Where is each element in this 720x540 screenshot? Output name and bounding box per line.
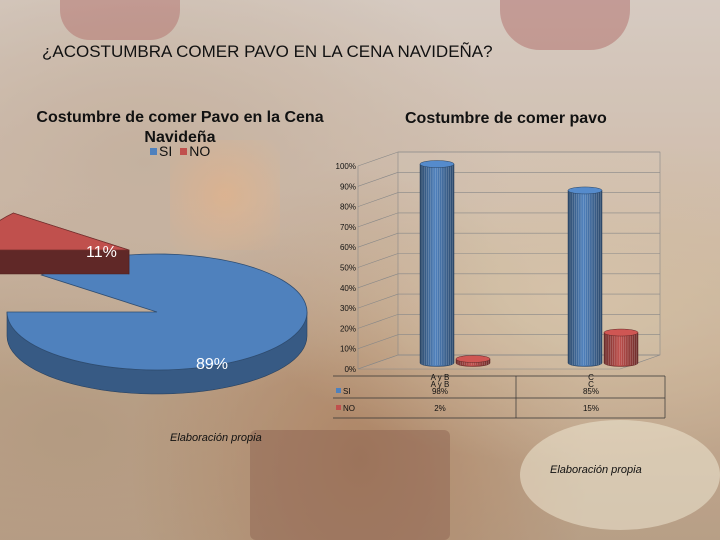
pie-slice-si <box>6 253 308 371</box>
bar-si-c-top <box>567 186 603 195</box>
table-value: 85% <box>583 387 599 396</box>
bar-ytick-label: 50% <box>340 264 356 273</box>
pie-label-si: 89% <box>196 356 229 373</box>
pie-legend-label-no: NO <box>189 143 211 159</box>
bar-si-ayb <box>419 163 455 367</box>
legend-swatch-si <box>150 147 157 155</box>
bar-no-c <box>603 332 639 367</box>
fruitcake-decoration <box>250 430 450 540</box>
bar-ytick-label: 10% <box>340 345 356 354</box>
bar-chart-title: Costumbre de comer pavo <box>405 110 607 127</box>
table-series-name: NO <box>343 404 355 413</box>
bar-si-ayb-top <box>419 160 455 168</box>
credit-left: Elaboración propia <box>170 432 262 444</box>
pie-legend-label-si: SI <box>159 143 173 159</box>
bar-gridline <box>357 151 660 167</box>
bar-ytick-label: 0% <box>344 365 356 374</box>
credit-right: Elaboración propia <box>550 464 642 476</box>
table-value: 2% <box>434 404 446 413</box>
stocking-decoration <box>500 0 630 50</box>
table-value: 98% <box>432 387 448 396</box>
pie-legend-item-no: NO <box>180 143 210 159</box>
bar-ytick-label: 30% <box>340 304 356 313</box>
stocking-decoration <box>60 0 180 40</box>
bar-no-c-top <box>603 328 639 337</box>
bar-category-label: A y B <box>431 380 450 389</box>
bar-gridline <box>357 172 660 187</box>
bar-ytick-label: 20% <box>340 324 356 333</box>
bar-ytick-label: 100% <box>336 162 356 171</box>
bar-ytick-label: 40% <box>340 284 356 293</box>
pie-slice-no <box>0 212 130 251</box>
table-value: 15% <box>583 404 599 413</box>
table-series-name: SI <box>343 387 351 396</box>
bar-no-ayb-top <box>455 355 491 363</box>
pie-chart-title: Costumbre de comer Pavo en la Cena Navid… <box>36 109 324 146</box>
bar-ytick-label: 60% <box>340 243 356 252</box>
plate-decoration <box>520 420 720 530</box>
pie-legend: SI NO <box>150 143 210 159</box>
fireplace-glow <box>170 140 280 250</box>
page-title: ¿ACOSTUMBRA COMER PAVO EN LA CENA NAVIDE… <box>42 42 493 61</box>
pie-legend-item-si: SI <box>150 143 172 159</box>
table-swatch-si <box>336 388 341 393</box>
bar-category-label: C <box>588 373 594 382</box>
legend-swatch-no <box>180 147 188 155</box>
bar-category-label: A y B <box>431 373 450 382</box>
bar-category-label: C <box>588 380 594 389</box>
bar-si-c <box>567 190 603 367</box>
bar-ytick-label: 90% <box>340 182 356 191</box>
table-swatch-no <box>336 405 341 410</box>
bar-ytick-label: 70% <box>340 223 356 232</box>
bar-chart-group: 0% 10% 20% 30% 40% 50% 60% 70% 80% 90% 100% A y BA … <box>333 151 666 419</box>
pie-label-no: 11% <box>86 244 117 261</box>
bar-ytick-label: 80% <box>340 203 356 212</box>
